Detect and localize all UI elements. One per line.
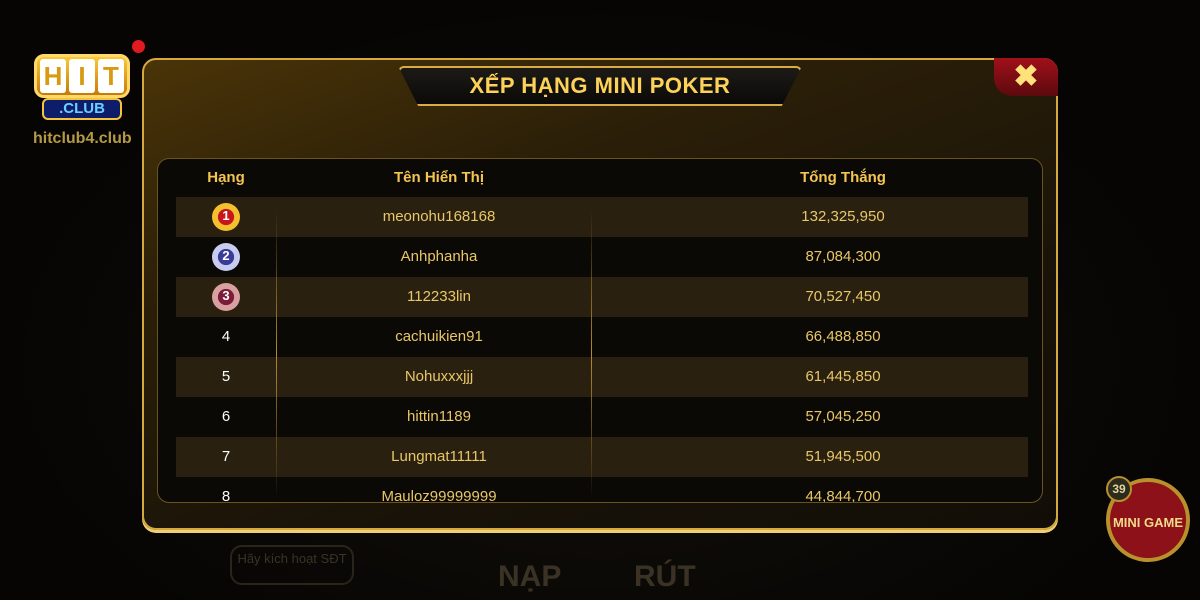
table-row: 4 cachuikien91 66,488,850 <box>176 317 1028 357</box>
total-win: 44,844,700 <box>805 488 881 503</box>
modal-title-tab: XẾP HẠNG MINI POKER <box>398 66 802 106</box>
site-url: hitclub4.club <box>33 130 132 147</box>
player-name: Mauloz99999999 <box>381 488 497 503</box>
player-name: Nohuxxxjjj <box>404 368 474 385</box>
rank-cell: 1 <box>212 197 240 237</box>
total-win: 70,527,450 <box>805 288 881 305</box>
activate-phone-button[interactable]: Hãy kích hoạt SĐT <box>230 545 354 585</box>
rank-number: 4 <box>221 328 231 345</box>
player-name: 112233lin <box>407 288 471 305</box>
rank-cell: 3 <box>212 277 240 317</box>
table-row: 1 meonohu168168 132,325,950 <box>176 197 1028 237</box>
header-total-win: Tổng Thắng <box>800 169 886 186</box>
total-win: 132,325,950 <box>801 208 885 225</box>
withdraw-button[interactable]: RÚT <box>634 560 696 593</box>
total-win: 66,488,850 <box>805 328 881 345</box>
rank-number: 5 <box>221 368 231 385</box>
rank-cell: 6 <box>222 397 230 437</box>
slot-lever-icon <box>132 40 145 53</box>
total-win: 87,084,300 <box>805 248 881 265</box>
player-name: Anhphanha <box>400 248 478 265</box>
rank-medal-icon: 3 <box>212 283 240 312</box>
rank-cell: 8 <box>221 477 231 503</box>
leaderboard-table: Hạng Tên Hiển Thị Tổng Thắng 1 meonohu16… <box>157 158 1043 503</box>
table-row: 8 Mauloz99999999 44,844,700 <box>176 477 1028 503</box>
player-name: cachuikien91 <box>395 328 483 345</box>
rank-cell: 7 <box>222 437 230 477</box>
rank-medal-icon: 1 <box>212 203 240 232</box>
rank-cell: 2 <box>212 237 240 277</box>
logo-club-text: .CLUB <box>42 98 122 120</box>
table-row: 5 Nohuxxxjjj 61,445,850 <box>176 357 1028 397</box>
total-win: 57,045,250 <box>805 408 881 425</box>
player-name: hittin1189 <box>407 408 471 425</box>
table-row: 3 112233lin 70,527,450 <box>176 277 1028 317</box>
rank-medal-icon: 2 <box>212 243 240 272</box>
table-row: 7 Lungmat11111 51,945,500 <box>176 437 1028 477</box>
rank-number: 7 <box>221 448 231 465</box>
column-divider <box>591 209 592 499</box>
rank-number: 8 <box>221 488 231 503</box>
total-win: 61,445,850 <box>805 368 881 385</box>
header-display-name: Tên Hiển Thị <box>394 169 484 186</box>
total-win: 51,945,500 <box>805 448 881 465</box>
column-divider <box>276 209 277 499</box>
rank-cell: 5 <box>222 357 230 397</box>
mini-game-badge: 39 <box>1106 476 1132 502</box>
rank-cell: 4 <box>222 317 230 357</box>
rank-number: 6 <box>221 408 231 425</box>
close-button[interactable]: ✖ <box>994 58 1058 96</box>
player-name: meonohu168168 <box>382 208 496 225</box>
header-rank: Hạng <box>207 169 245 186</box>
modal-title: XẾP HẠNG MINI POKER <box>469 73 731 98</box>
table-row: 2 Anhphanha 87,084,300 <box>176 237 1028 277</box>
table-row: 6 hittin1189 57,045,250 <box>176 397 1028 437</box>
deposit-button[interactable]: NẠP <box>498 560 562 593</box>
close-icon: ✖ <box>1013 60 1039 93</box>
player-name: Lungmat11111 <box>391 448 487 465</box>
